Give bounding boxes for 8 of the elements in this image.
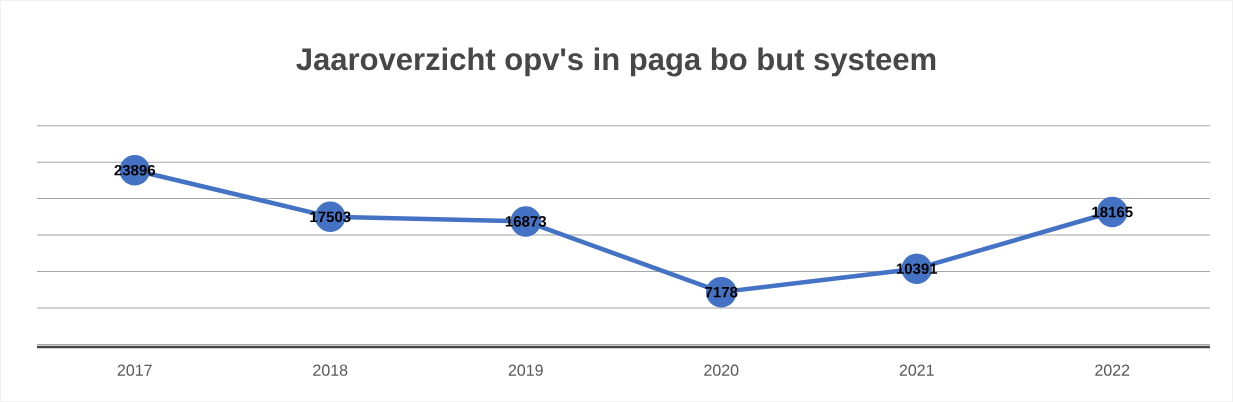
x-tick-label: 2020 [704,364,739,376]
x-tick-label: 2017 [117,364,152,376]
chart-title: Jaaroverzicht opv's in paga bo but systeem [296,47,936,77]
x-tick-label: 2021 [899,364,934,376]
x-tick-label: 2019 [508,364,543,376]
x-tick-label: 2022 [1095,364,1130,376]
x-tick-label: 2018 [313,364,348,376]
data-label: 10391 [896,263,938,275]
